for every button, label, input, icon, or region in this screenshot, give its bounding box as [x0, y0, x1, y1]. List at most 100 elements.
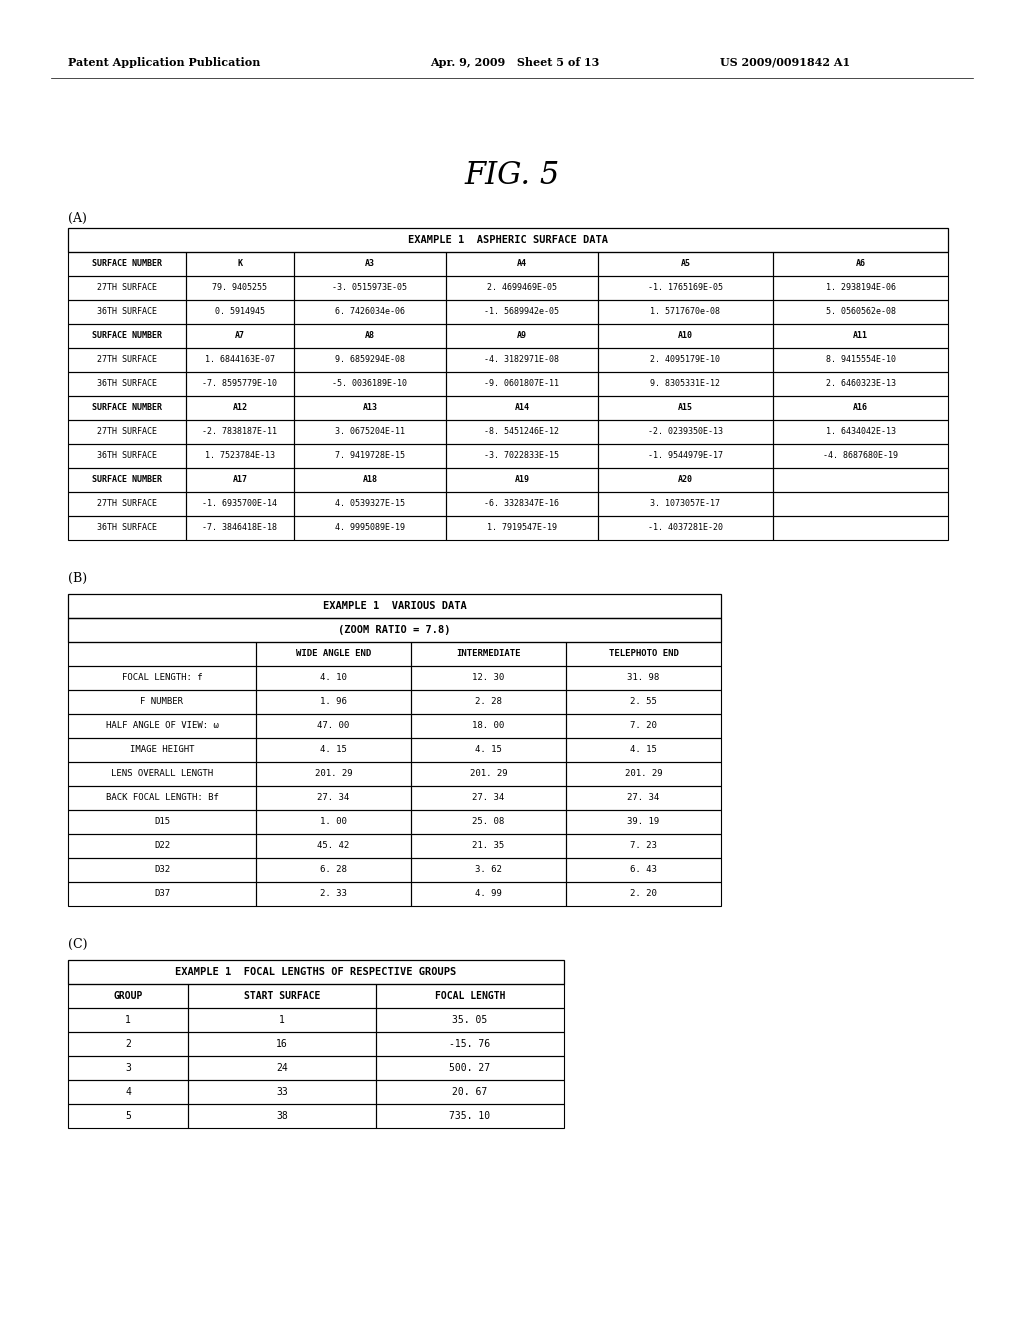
- Text: A15: A15: [678, 404, 693, 412]
- Bar: [256, 762, 411, 785]
- Bar: [446, 276, 598, 300]
- Text: (C): (C): [68, 937, 87, 950]
- Text: FOCAL LENGTH: FOCAL LENGTH: [435, 991, 505, 1001]
- Bar: [68, 834, 256, 858]
- Bar: [566, 667, 721, 690]
- Text: 3. 62: 3. 62: [475, 866, 502, 874]
- Text: 4. 10: 4. 10: [321, 673, 347, 682]
- Text: SURFACE NUMBER: SURFACE NUMBER: [92, 331, 162, 341]
- Bar: [68, 323, 186, 348]
- Text: A16: A16: [853, 404, 868, 412]
- Text: 500. 27: 500. 27: [450, 1063, 490, 1073]
- Bar: [773, 420, 948, 444]
- Bar: [411, 738, 566, 762]
- Text: (A): (A): [68, 211, 87, 224]
- Bar: [68, 444, 186, 469]
- Text: 45. 42: 45. 42: [317, 842, 349, 850]
- Bar: [68, 516, 186, 540]
- Bar: [598, 252, 773, 276]
- Bar: [773, 492, 948, 516]
- Text: A9: A9: [517, 331, 527, 341]
- Text: 27TH SURFACE: 27TH SURFACE: [97, 428, 157, 437]
- Bar: [566, 785, 721, 810]
- Text: EXAMPLE 1  VARIOUS DATA: EXAMPLE 1 VARIOUS DATA: [323, 601, 466, 611]
- Bar: [773, 396, 948, 420]
- Bar: [256, 882, 411, 906]
- Text: HALF ANGLE OF VIEW: ω: HALF ANGLE OF VIEW: ω: [105, 722, 218, 730]
- Bar: [188, 1032, 376, 1056]
- Text: 27TH SURFACE: 27TH SURFACE: [97, 499, 157, 508]
- Bar: [773, 469, 948, 492]
- Text: 1. 6434042E-13: 1. 6434042E-13: [825, 428, 896, 437]
- Text: A4: A4: [517, 260, 527, 268]
- Text: 25. 08: 25. 08: [472, 817, 505, 826]
- Text: 1. 00: 1. 00: [321, 817, 347, 826]
- Bar: [68, 667, 256, 690]
- Text: D37: D37: [154, 890, 170, 899]
- Text: 35. 05: 35. 05: [453, 1015, 487, 1026]
- Bar: [566, 642, 721, 667]
- Text: FIG. 5: FIG. 5: [464, 160, 560, 190]
- Bar: [68, 738, 256, 762]
- Text: 12. 30: 12. 30: [472, 673, 505, 682]
- Text: 0. 5914945: 0. 5914945: [215, 308, 265, 317]
- Text: 5. 0560562e-08: 5. 0560562e-08: [825, 308, 896, 317]
- Text: 735. 10: 735. 10: [450, 1111, 490, 1121]
- Bar: [411, 642, 566, 667]
- Text: SURFACE NUMBER: SURFACE NUMBER: [92, 404, 162, 412]
- Bar: [188, 1104, 376, 1129]
- Bar: [446, 444, 598, 469]
- Bar: [566, 738, 721, 762]
- Text: A13: A13: [362, 404, 378, 412]
- Text: 6. 28: 6. 28: [321, 866, 347, 874]
- Text: US 2009/0091842 A1: US 2009/0091842 A1: [720, 57, 850, 67]
- Text: (B): (B): [68, 572, 87, 585]
- Bar: [598, 372, 773, 396]
- Text: -2. 7838187E-11: -2. 7838187E-11: [203, 428, 278, 437]
- Bar: [598, 348, 773, 372]
- Text: 16: 16: [276, 1039, 288, 1049]
- Text: A19: A19: [514, 475, 529, 484]
- Bar: [598, 444, 773, 469]
- Bar: [188, 983, 376, 1008]
- Bar: [446, 300, 598, 323]
- Bar: [256, 642, 411, 667]
- Text: 4. 15: 4. 15: [475, 746, 502, 755]
- Text: K: K: [238, 260, 243, 268]
- Bar: [68, 420, 186, 444]
- Bar: [188, 1008, 376, 1032]
- Bar: [376, 983, 564, 1008]
- Text: 27. 34: 27. 34: [472, 793, 505, 803]
- Bar: [446, 372, 598, 396]
- Text: 3. 0675204E-11: 3. 0675204E-11: [335, 428, 406, 437]
- Bar: [68, 492, 186, 516]
- Text: A14: A14: [514, 404, 529, 412]
- Text: A18: A18: [362, 475, 378, 484]
- Bar: [294, 323, 446, 348]
- Text: INTERMEDIATE: INTERMEDIATE: [457, 649, 521, 659]
- Bar: [68, 1080, 188, 1104]
- Bar: [186, 420, 294, 444]
- Bar: [294, 348, 446, 372]
- Text: 7. 23: 7. 23: [630, 842, 657, 850]
- Text: 36TH SURFACE: 36TH SURFACE: [97, 524, 157, 532]
- Bar: [186, 396, 294, 420]
- Bar: [411, 882, 566, 906]
- Text: -8. 5451246E-12: -8. 5451246E-12: [484, 428, 559, 437]
- Bar: [68, 1104, 188, 1129]
- Bar: [376, 1032, 564, 1056]
- Bar: [446, 420, 598, 444]
- Bar: [68, 228, 948, 252]
- Text: GROUP: GROUP: [114, 991, 142, 1001]
- Text: A11: A11: [853, 331, 868, 341]
- Text: 7. 9419728E-15: 7. 9419728E-15: [335, 451, 406, 461]
- Text: -1. 1765169E-05: -1. 1765169E-05: [648, 284, 723, 293]
- Text: 201. 29: 201. 29: [625, 770, 663, 779]
- Bar: [411, 785, 566, 810]
- Text: BACK FOCAL LENGTH: Bf: BACK FOCAL LENGTH: Bf: [105, 793, 218, 803]
- Bar: [294, 252, 446, 276]
- Text: -5. 0036189E-10: -5. 0036189E-10: [333, 380, 408, 388]
- Bar: [294, 492, 446, 516]
- Bar: [411, 667, 566, 690]
- Bar: [598, 276, 773, 300]
